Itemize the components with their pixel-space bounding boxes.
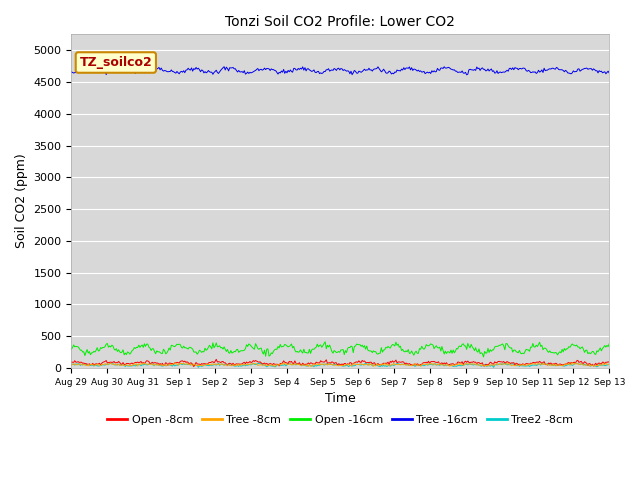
Tree -16cm — [463, 72, 470, 78]
Tree -16cm — [558, 67, 566, 72]
Open -8cm — [296, 361, 304, 367]
Tree2 -8cm — [296, 361, 303, 367]
Open -16cm — [464, 340, 472, 346]
Tree -8cm — [568, 360, 576, 365]
Open -16cm — [605, 341, 613, 347]
Tree -16cm — [68, 69, 76, 75]
Tree -8cm — [294, 361, 302, 367]
Title: Tonzi Soil CO2 Profile: Lower CO2: Tonzi Soil CO2 Profile: Lower CO2 — [225, 15, 455, 29]
Tree2 -8cm — [605, 361, 613, 367]
Tree2 -8cm — [256, 360, 264, 366]
Tree -16cm — [605, 70, 613, 76]
Open -16cm — [479, 354, 487, 360]
Open -8cm — [397, 360, 404, 365]
Y-axis label: Soil CO2 (ppm): Soil CO2 (ppm) — [15, 154, 28, 249]
Open -8cm — [465, 360, 473, 365]
Tree -16cm — [465, 67, 473, 73]
Tree -8cm — [396, 361, 403, 367]
Open -16cm — [294, 349, 302, 355]
Open -16cm — [558, 347, 566, 352]
X-axis label: Time: Time — [325, 392, 356, 405]
Open -16cm — [321, 339, 329, 345]
Tree2 -8cm — [464, 362, 472, 368]
Tree2 -8cm — [558, 363, 566, 369]
Tree -16cm — [220, 64, 228, 70]
Open -8cm — [371, 360, 378, 366]
Open -8cm — [558, 362, 566, 368]
Tree2 -8cm — [396, 361, 403, 367]
Open -16cm — [235, 349, 243, 355]
Line: Open -16cm: Open -16cm — [72, 342, 609, 357]
Line: Tree -16cm: Tree -16cm — [72, 67, 609, 75]
Legend: Open -8cm, Tree -8cm, Open -16cm, Tree -16cm, Tree2 -8cm: Open -8cm, Tree -8cm, Open -16cm, Tree -… — [103, 410, 578, 429]
Open -8cm — [237, 361, 244, 367]
Tree2 -8cm — [370, 362, 378, 368]
Tree -8cm — [464, 361, 472, 367]
Open -16cm — [370, 348, 378, 354]
Line: Tree -8cm: Tree -8cm — [72, 362, 609, 367]
Open -8cm — [212, 357, 220, 362]
Open -16cm — [396, 345, 403, 350]
Open -8cm — [190, 364, 198, 370]
Text: TZ_soilco2: TZ_soilco2 — [79, 56, 152, 69]
Line: Open -8cm: Open -8cm — [72, 360, 609, 367]
Tree -16cm — [370, 67, 378, 72]
Tree -8cm — [235, 361, 243, 367]
Open -8cm — [605, 360, 613, 365]
Tree -16cm — [236, 69, 244, 75]
Tree2 -8cm — [68, 362, 76, 368]
Tree -8cm — [68, 362, 76, 368]
Tree2 -8cm — [235, 363, 243, 369]
Open -8cm — [68, 359, 76, 365]
Tree -16cm — [396, 68, 403, 73]
Tree -8cm — [370, 363, 378, 369]
Open -16cm — [68, 346, 76, 352]
Line: Tree2 -8cm: Tree2 -8cm — [72, 363, 609, 367]
Tree2 -8cm — [490, 364, 497, 370]
Tree -8cm — [605, 361, 613, 367]
Tree -8cm — [557, 362, 565, 368]
Tree -8cm — [305, 364, 312, 370]
Tree -16cm — [296, 67, 303, 72]
